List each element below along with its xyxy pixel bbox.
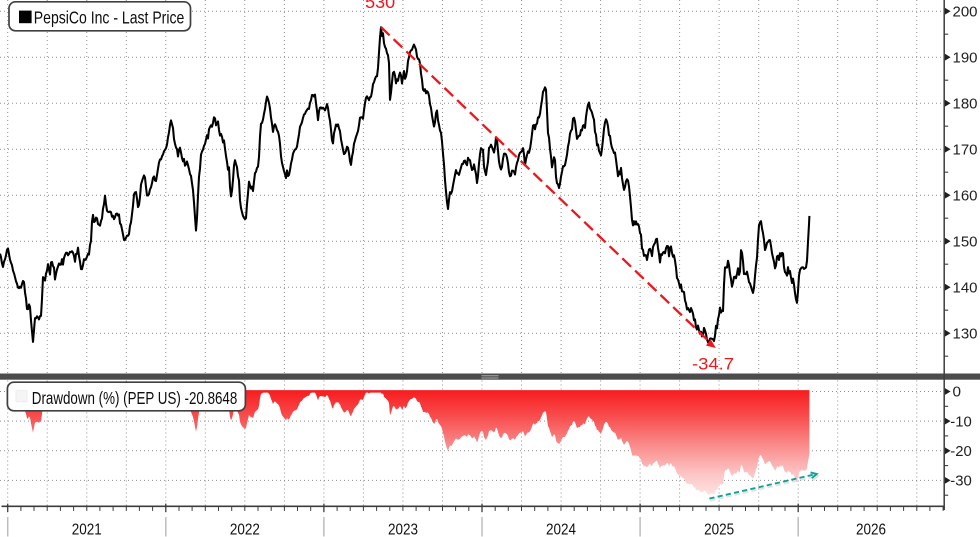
svg-text:2025: 2025 bbox=[704, 522, 734, 537]
svg-text:PepsiCo Inc - Last Price: PepsiCo Inc - Last Price bbox=[34, 7, 185, 27]
svg-text:200: 200 bbox=[953, 4, 978, 20]
svg-text:2021: 2021 bbox=[72, 522, 102, 537]
svg-text:2026: 2026 bbox=[856, 522, 886, 537]
svg-text:2022: 2022 bbox=[230, 522, 260, 537]
svg-text:2023: 2023 bbox=[388, 522, 418, 537]
svg-text:-20: -20 bbox=[950, 444, 972, 460]
svg-text:-10: -10 bbox=[950, 414, 972, 430]
svg-text:2024: 2024 bbox=[546, 522, 576, 537]
svg-text:130: 130 bbox=[953, 326, 978, 342]
svg-text:0: 0 bbox=[953, 385, 962, 401]
svg-text:530: 530 bbox=[365, 0, 395, 12]
svg-text:-34.7: -34.7 bbox=[692, 355, 734, 374]
svg-text:-30: -30 bbox=[950, 474, 972, 490]
svg-text:170: 170 bbox=[953, 142, 978, 158]
svg-text:190: 190 bbox=[953, 50, 978, 66]
svg-text:180: 180 bbox=[953, 96, 978, 112]
svg-text:150: 150 bbox=[953, 234, 978, 250]
svg-text:Drawdown (%) (PEP US) -20.8648: Drawdown (%) (PEP US) -20.8648 bbox=[32, 388, 238, 408]
svg-text:160: 160 bbox=[953, 188, 978, 204]
svg-text:140: 140 bbox=[953, 280, 978, 296]
